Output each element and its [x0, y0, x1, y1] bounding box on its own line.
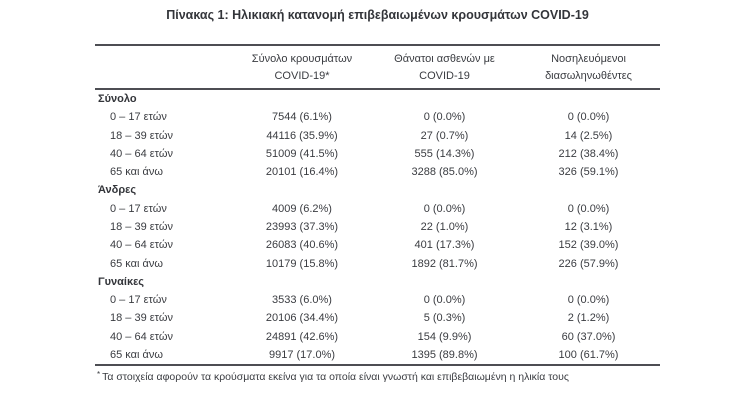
table-row: 65 και άνω 10179 (15.8%) 1892 (81.7%) 22…: [95, 254, 660, 272]
cases-cell: 3533 (6.0%): [272, 294, 332, 307]
deaths-cell: 401 (17.3%): [414, 239, 475, 252]
table-row: 40 – 64 ετών 51009 (41.5%) 555 (14.3%) 2…: [95, 145, 660, 163]
column-header-cases-line2: COVID-19*: [274, 70, 330, 82]
intubated-cell: 326 (59.1%): [558, 166, 619, 179]
column-header-intubated: Νοσηλευόμενοι διασωληνωθέντες: [517, 46, 660, 88]
column-header-cases: Σύνολο κρουσμάτων COVID-19*: [232, 46, 372, 88]
cases-cell: 20101 (16.4%): [265, 166, 339, 179]
intubated-cell: 60 (37.0%): [561, 330, 616, 343]
section-label: Γυναίκες: [98, 275, 145, 288]
footnote-marker: *: [97, 370, 101, 379]
deaths-cell: 1395 (89.8%): [411, 348, 478, 361]
cases-cell: 51009 (41.5%): [265, 147, 339, 160]
cases-cell: 4009 (6.2%): [272, 202, 332, 215]
intubated-cell: 152 (39.0%): [558, 239, 619, 252]
table-body: Σύνολο 0 – 17 ετών 7544 (6.1%) 0 (0.0%) …: [95, 90, 660, 364]
section-label: Σύνολο: [98, 93, 137, 106]
row-label: 40 – 64 ετών: [110, 330, 173, 343]
row-label: 0 – 17 ετών: [110, 111, 167, 124]
deaths-cell: 3288 (85.0%): [411, 166, 478, 179]
table-row: 40 – 64 ετών 24891 (42.6%) 154 (9.9%) 60…: [95, 327, 660, 345]
covid-age-table: Σύνολο κρουσμάτων COVID-19* Θάνατοι ασθε…: [95, 44, 660, 366]
row-label: 40 – 64 ετών: [110, 239, 173, 252]
row-label: 18 – 39 ετών: [110, 312, 173, 325]
table-row: 65 και άνω 20101 (16.4%) 3288 (85.0%) 32…: [95, 163, 660, 181]
cases-cell: 7544 (6.1%): [272, 111, 332, 124]
section-label: Άνδρες: [98, 184, 137, 197]
row-label: 65 και άνω: [110, 348, 163, 361]
row-label: 0 – 17 ετών: [110, 294, 167, 307]
footnote: * Τα στοιχεία αφορούν τα κρούσματα εκείνα…: [97, 370, 660, 383]
table-row: 0 – 17 ετών 3533 (6.0%) 0 (0.0%) 0 (0.0%…: [95, 291, 660, 309]
column-header-intubated-line2: διασωληνωθέντες: [545, 70, 632, 82]
table-row: 0 – 17 ετών 4009 (6.2%) 0 (0.0%) 0 (0.0%…: [95, 200, 660, 218]
deaths-cell: 5 (0.3%): [423, 312, 466, 325]
cases-cell: 9917 (17.0%): [268, 348, 336, 361]
intubated-cell: 100 (61.7%): [558, 348, 619, 361]
row-label: 18 – 39 ετών: [110, 129, 173, 142]
deaths-cell: 555 (14.3%): [414, 147, 475, 160]
table-row: 0 – 17 ετών 7544 (6.1%) 0 (0.0%) 0 (0.0%…: [95, 108, 660, 126]
deaths-cell: 22 (1.0%): [420, 220, 469, 233]
column-header-cases-line1: Σύνολο κρουσμάτων: [251, 53, 353, 65]
cases-cell: 23993 (37.3%): [265, 220, 339, 233]
page-title: Πίνακας 1: Ηλικιακή κατανομή επιβεβαιωμέ…: [166, 8, 589, 22]
section-header-row: Άνδρες: [95, 181, 660, 199]
column-header-deaths: Θάνατοι ασθενών με COVID-19: [372, 46, 517, 88]
column-header-intubated-line1: Νοσηλευόμενοι: [551, 53, 626, 65]
section-header-row: Σύνολο: [95, 90, 660, 108]
deaths-cell: 27 (0.7%): [420, 129, 469, 142]
intubated-cell: 212 (38.4%): [558, 147, 619, 160]
table-row: 18 – 39 ετών 23993 (37.3%) 22 (1.0%) 12 …: [95, 218, 660, 236]
column-header-empty: [95, 46, 232, 88]
cases-cell: 24891 (42.6%): [265, 330, 339, 343]
column-header-deaths-line1: Θάνατοι ασθενών με: [394, 53, 495, 65]
column-header-deaths-line2: COVID-19: [419, 70, 470, 82]
table-header-row: Σύνολο κρουσμάτων COVID-19* Θάνατοι ασθε…: [95, 46, 660, 90]
deaths-cell: 0 (0.0%): [423, 294, 466, 307]
intubated-cell: 12 (3.1%): [564, 220, 613, 233]
table-row: 40 – 64 ετών 26083 (40.6%) 401 (17.3%) 1…: [95, 236, 660, 254]
cases-cell: 20106 (34.4%): [265, 312, 339, 325]
intubated-cell: 0 (0.0%): [567, 202, 610, 215]
cases-cell: 44116 (35.9%): [266, 129, 338, 142]
deaths-cell: 0 (0.0%): [423, 111, 466, 124]
intubated-cell: 226 (57.9%): [558, 257, 619, 270]
row-label: 65 και άνω: [110, 166, 163, 179]
row-label: 65 και άνω: [110, 257, 163, 270]
deaths-cell: 154 (9.9%): [417, 330, 472, 343]
row-label: 0 – 17 ετών: [110, 202, 167, 215]
row-label: 40 – 64 ετών: [110, 147, 173, 160]
deaths-cell: 0 (0.0%): [423, 202, 466, 215]
cases-cell: 26083 (40.6%): [265, 239, 339, 252]
intubated-cell: 0 (0.0%): [567, 111, 610, 124]
deaths-cell: 1892 (81.7%): [411, 257, 478, 270]
row-label: 18 – 39 ετών: [110, 220, 173, 233]
intubated-cell: 14 (2.5%): [564, 129, 613, 142]
intubated-cell: 2 (1.2%): [567, 312, 610, 325]
section-header-row: Γυναίκες: [95, 273, 660, 291]
table-row: 18 – 39 ετών 44116 (35.9%) 27 (0.7%) 14 …: [95, 127, 660, 145]
cases-cell: 10179 (15.8%): [265, 257, 339, 270]
table-row: 65 και άνω 9917 (17.0%) 1395 (89.8%) 100…: [95, 346, 660, 364]
table-row: 18 – 39 ετών 20106 (34.4%) 5 (0.3%) 2 (1…: [95, 309, 660, 327]
footnote-text: Τα στοιχεία αφορούν τα κρούσματα εκείνα …: [102, 371, 569, 383]
intubated-cell: 0 (0.0%): [567, 294, 610, 307]
